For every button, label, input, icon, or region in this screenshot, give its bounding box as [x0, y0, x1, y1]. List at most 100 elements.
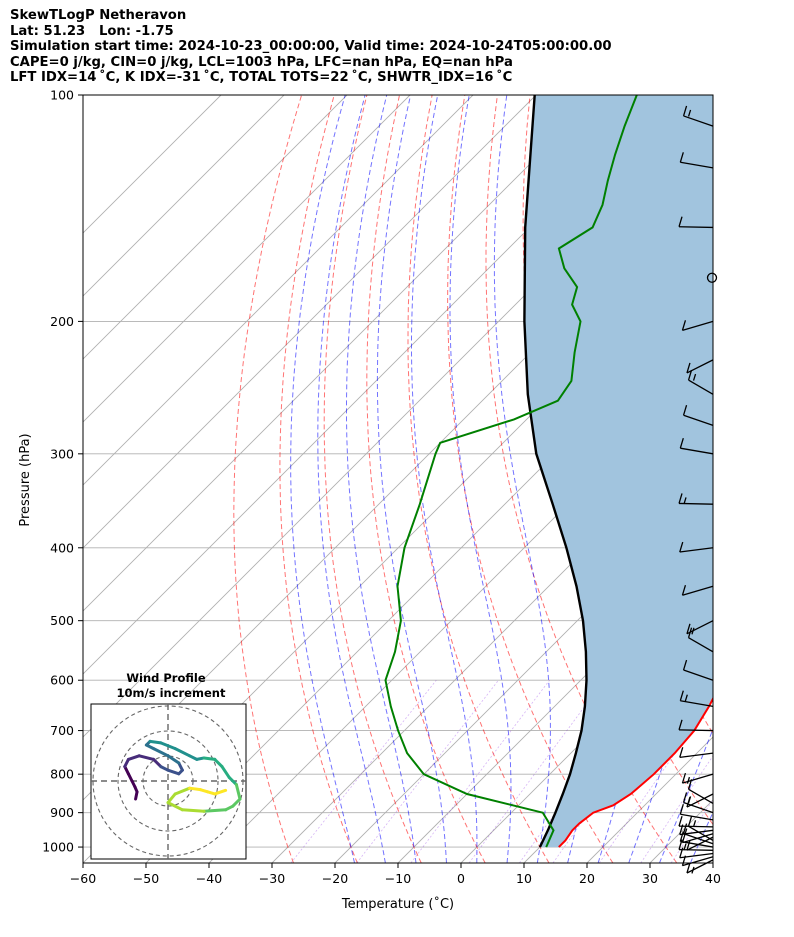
wind-barb	[706, 272, 718, 283]
calm-wind-circle	[706, 272, 718, 283]
barb-flag	[682, 405, 688, 416]
title-line-station: SkewTLogP Netheravon	[10, 8, 187, 23]
barb-staff	[686, 836, 714, 851]
wind-barb	[681, 772, 714, 784]
barb-flag	[691, 627, 695, 635]
barb-flag	[683, 843, 687, 851]
barb-flag	[679, 831, 684, 842]
moist-adiabat	[449, 95, 512, 863]
hodograph-segment	[166, 801, 184, 812]
mixing-ratio-line	[410, 679, 550, 863]
isotherm-gridline	[397, 547, 713, 863]
wind-barb	[679, 541, 714, 553]
chart-title-block: SkewTLogP Netheravon Lat: 51.23 Lon: -1.…	[10, 8, 612, 86]
parcel-profile-line	[523, 95, 588, 848]
hodograph-segment	[166, 768, 181, 776]
barb-staff	[679, 226, 714, 229]
wind-barb	[682, 659, 714, 681]
wind-barb	[681, 585, 714, 596]
wind-barbs	[678, 105, 718, 874]
dry-adiabat	[447, 95, 614, 863]
barb-staff	[679, 752, 714, 758]
barb-flag	[684, 694, 688, 702]
axes-layer: −60 −50 −40 −30 −20 −10 0 10 20 30 40 1000 900 800 700…	[42, 88, 721, 887]
barb-flag	[686, 776, 691, 784]
plot-area	[83, 95, 794, 863]
cape-cin-shading	[524, 95, 713, 848]
barb-flag	[686, 840, 691, 851]
barb-staff	[683, 115, 714, 127]
hodograph-segment	[234, 783, 242, 801]
inset-subtitle: 10m/s increment	[117, 686, 226, 700]
isotherm-gridline	[334, 484, 713, 863]
title-line-indices: LFT IDX=14 ˚C, K IDX=-31 ˚C, TOTAL TOTS=…	[10, 70, 513, 86]
hodograph-segment	[152, 757, 163, 769]
y-tick-label: 600	[50, 673, 74, 688]
title-line-cape: CAPE=0 j/kg, CIN=0 j/kg, LCL=1003 hPa, L…	[10, 54, 513, 70]
barb-flag	[686, 862, 691, 874]
y-tick-label: 400	[50, 540, 74, 555]
wind-barb	[679, 747, 714, 758]
mixing-ratio-line	[670, 798, 713, 863]
wind-barb	[686, 836, 714, 851]
wind-barb	[682, 105, 714, 127]
wind-barb	[682, 405, 714, 427]
barb-staff	[680, 813, 714, 821]
dry-adiabat	[407, 95, 550, 863]
barb-flag	[687, 816, 693, 827]
y-tick-label: 800	[50, 767, 74, 782]
barb-flag	[687, 109, 692, 117]
x-tick-label: −20	[322, 871, 348, 886]
inset-title: Wind Profile	[126, 671, 206, 685]
barb-staff	[679, 852, 714, 859]
wind-barb	[686, 859, 714, 874]
x-tick-label: −30	[259, 871, 285, 886]
barb-staff	[682, 833, 714, 844]
moist-adiabat	[628, 95, 713, 863]
barb-staff	[688, 788, 714, 805]
barb-flag	[678, 493, 683, 504]
barb-staff	[680, 447, 714, 455]
isotherm-gridline	[145, 295, 713, 863]
wind-barb	[679, 804, 714, 821]
dry-adiabat	[323, 95, 422, 863]
barb-flag	[679, 804, 684, 815]
barb-staff	[683, 669, 714, 681]
x-tick-label: −60	[70, 871, 96, 886]
hodograph-segment	[213, 757, 224, 769]
moist-adiabat	[346, 95, 417, 863]
hodograph-segment	[180, 808, 206, 813]
x-tick-label: 0	[457, 871, 465, 886]
wind-barb	[686, 793, 714, 808]
barb-flag	[686, 362, 691, 374]
mixing-ratio-line	[598, 698, 713, 863]
moist-adiabat	[290, 95, 355, 863]
wind-barb	[687, 369, 714, 395]
isotherm-gridline	[83, 95, 222, 234]
x-axis-label: Temperature (˚C)	[341, 896, 454, 912]
isotherm-gridline	[83, 95, 285, 297]
title-line-time: Simulation start time: 2024-10-23_00:00:…	[10, 39, 612, 55]
hodograph-segment	[126, 754, 141, 761]
hodograph-segment	[202, 756, 217, 761]
barb-flag	[686, 623, 691, 634]
dry-adiabat	[485, 95, 678, 863]
title-line-location: Lat: 51.23 Lon: -1.75	[10, 23, 174, 39]
barb-staff	[682, 856, 714, 867]
hodograph-segment	[148, 739, 163, 745]
barb-flag	[681, 772, 687, 784]
mixing-ratio-line	[468, 679, 605, 863]
moist-adiabat	[721, 95, 794, 863]
y-axis-label: Pressure (hPa)	[18, 433, 33, 526]
barb-flag	[679, 438, 684, 449]
barb-staff	[686, 859, 714, 874]
isotherm-gridline	[83, 95, 537, 549]
barb-staff	[688, 825, 714, 842]
hodograph-segment	[231, 797, 242, 808]
inset-plot	[91, 704, 246, 859]
y-tick-label: 500	[50, 613, 74, 628]
wind-barb	[678, 493, 714, 505]
moist-adiabat	[317, 95, 386, 863]
barb-flag	[682, 792, 688, 803]
